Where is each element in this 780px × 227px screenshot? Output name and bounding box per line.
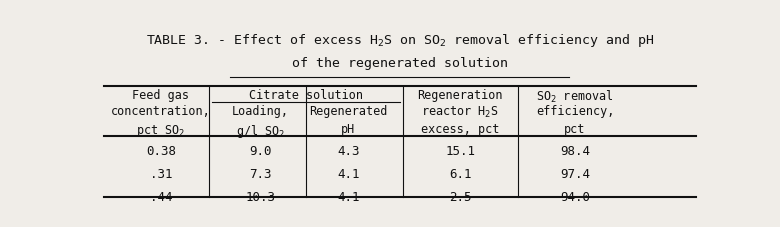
Text: g/l SO$_2$: g/l SO$_2$ (236, 123, 285, 140)
Text: .31: .31 (150, 168, 172, 181)
Text: concentration,: concentration, (111, 105, 211, 118)
Text: 0.38: 0.38 (146, 145, 176, 158)
Text: 4.3: 4.3 (337, 145, 360, 158)
Text: 97.4: 97.4 (560, 168, 590, 181)
Text: Loading,: Loading, (232, 105, 289, 118)
Text: excess, pct: excess, pct (421, 123, 499, 136)
Text: pct SO$_2$: pct SO$_2$ (136, 123, 186, 138)
Text: TABLE 3. - Effect of excess H$_2$S on SO$_2$ removal efficiency and pH: TABLE 3. - Effect of excess H$_2$S on SO… (146, 32, 654, 49)
Text: pct: pct (565, 123, 586, 136)
Text: 4.1: 4.1 (337, 168, 360, 181)
Text: SO$_2$ removal: SO$_2$ removal (537, 89, 614, 105)
Text: 10.3: 10.3 (246, 191, 275, 204)
Text: reactor H$_2$S: reactor H$_2$S (421, 105, 499, 120)
Text: Citrate solution: Citrate solution (249, 89, 363, 102)
Text: Feed gas: Feed gas (133, 89, 190, 102)
Text: .44: .44 (150, 191, 172, 204)
Text: Regenerated: Regenerated (309, 105, 388, 118)
Text: of the regenerated solution: of the regenerated solution (292, 57, 508, 70)
Text: 94.0: 94.0 (560, 191, 590, 204)
Text: pH: pH (341, 123, 356, 136)
Text: 98.4: 98.4 (560, 145, 590, 158)
Text: 4.1: 4.1 (337, 191, 360, 204)
Text: 15.1: 15.1 (445, 145, 475, 158)
Text: 7.3: 7.3 (250, 168, 272, 181)
Text: efficiency,: efficiency, (536, 105, 614, 118)
Text: 9.0: 9.0 (250, 145, 272, 158)
Text: Regeneration: Regeneration (417, 89, 503, 102)
Text: 2.5: 2.5 (449, 191, 471, 204)
Text: 6.1: 6.1 (449, 168, 471, 181)
